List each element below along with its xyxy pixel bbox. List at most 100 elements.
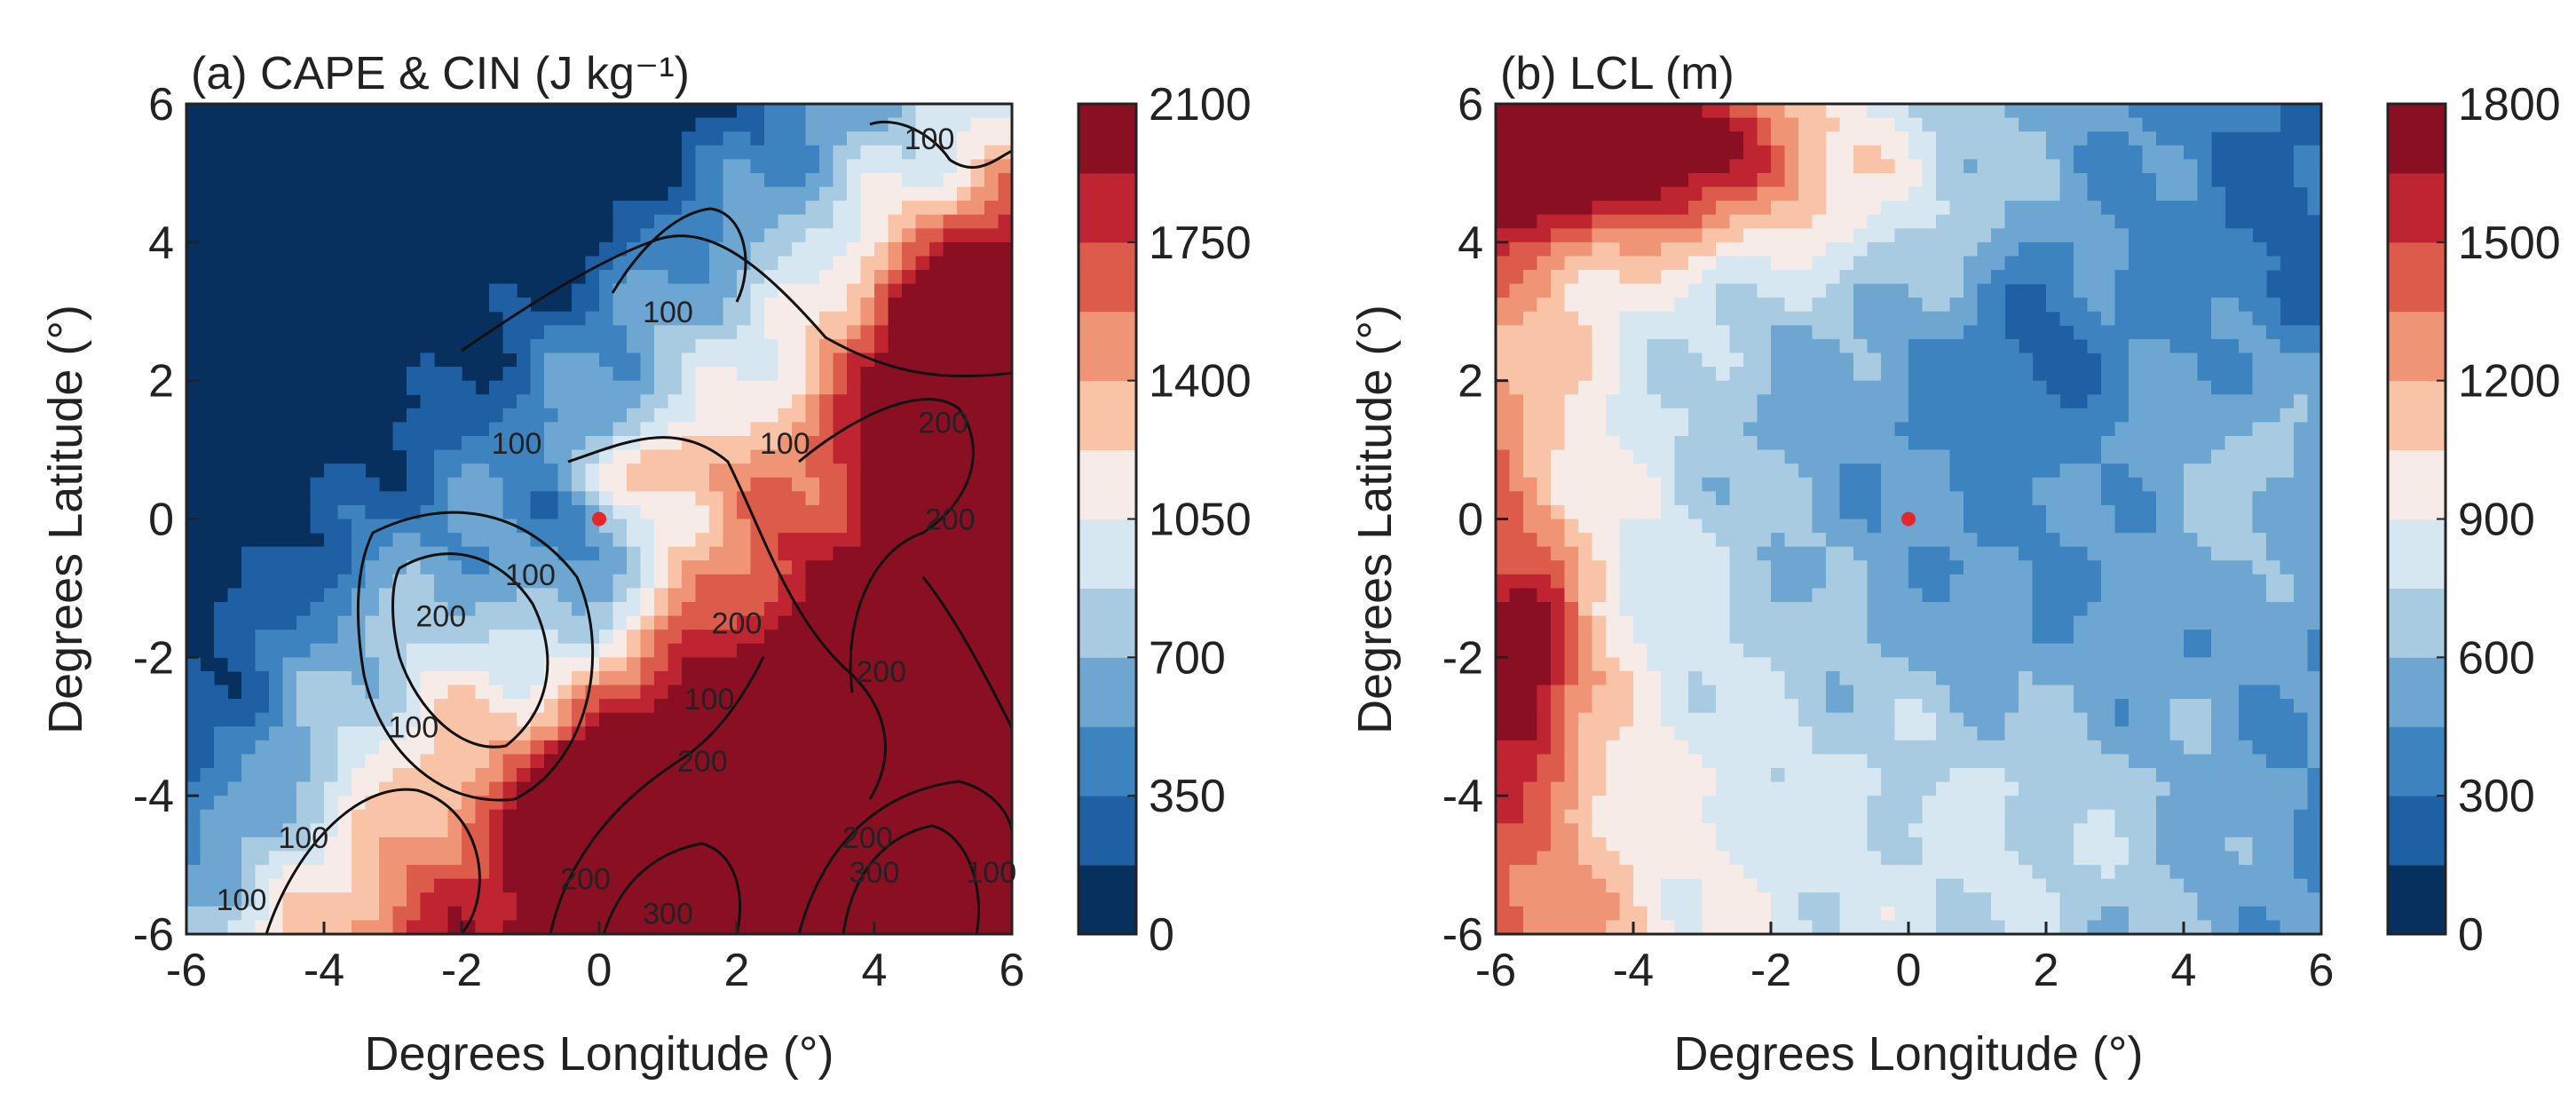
cape-cell	[778, 228, 793, 243]
cape-cell	[544, 823, 559, 838]
cape-cell	[310, 657, 325, 672]
cape-cell	[682, 159, 697, 174]
cape-cell	[970, 685, 985, 700]
lcl-cell	[1812, 643, 1827, 658]
lcl-cell	[1894, 685, 1909, 700]
panel-a-x-label: Degrees Longitude (°)	[365, 1027, 834, 1081]
cape-cell	[544, 809, 559, 824]
lcl-cell	[1853, 104, 1869, 119]
lcl-cell	[1908, 380, 1924, 395]
lcl-cell	[1798, 201, 1813, 216]
lcl-cell	[1564, 519, 1579, 534]
lcl-cell	[1537, 297, 1552, 313]
cape-cell	[186, 892, 201, 907]
lcl-cell	[1661, 491, 1676, 506]
lcl-cell	[1619, 670, 1634, 686]
lcl-cell	[1757, 878, 1772, 893]
lcl-cell	[1839, 186, 1854, 202]
cape-cell	[750, 796, 765, 811]
cape-cell	[860, 186, 875, 202]
cape-cell	[420, 588, 435, 603]
cape-cell	[227, 878, 242, 893]
cape-cell	[929, 602, 944, 617]
cape-cell	[970, 394, 985, 409]
colorbar-swatch	[1079, 380, 1136, 451]
cape-cell	[214, 699, 229, 714]
cape-cell	[723, 338, 738, 354]
lcl-cell	[1564, 670, 1579, 686]
lcl-cell	[1537, 172, 1552, 188]
cape-cell	[296, 643, 312, 658]
lcl-cell	[1743, 131, 1758, 147]
lcl-cell	[1757, 892, 1772, 907]
lcl-cell	[1688, 380, 1703, 395]
lcl-cell	[1839, 352, 1854, 368]
lcl-cell	[1716, 117, 1731, 132]
lcl-cell	[1881, 809, 1896, 824]
cape-cell	[337, 546, 352, 561]
lcl-cell	[1496, 892, 1511, 907]
cape-cell	[434, 394, 449, 409]
lcl-cell	[1688, 131, 1703, 147]
cape-cell	[544, 477, 559, 492]
lcl-cell	[1839, 865, 1854, 880]
cape-cell	[585, 311, 600, 326]
lcl-cell	[1812, 754, 1827, 769]
cape-cell	[805, 186, 820, 202]
lcl-cell	[1949, 422, 1964, 437]
cin-contour-label: 100	[643, 296, 693, 329]
cape-cell	[750, 214, 765, 229]
cape-cell	[984, 477, 1000, 492]
cape-cell	[255, 740, 270, 756]
cape-cell	[214, 892, 229, 907]
lcl-cell	[1633, 740, 1648, 756]
lcl-cell	[1798, 892, 1813, 907]
cape-cell	[750, 297, 765, 313]
lcl-cell	[1936, 615, 1951, 630]
cape-cell	[352, 670, 367, 686]
lcl-cell	[1606, 408, 1621, 424]
cape-cell	[764, 172, 779, 188]
cape-cell	[764, 242, 779, 257]
cape-cell	[709, 228, 724, 243]
lcl-cell	[1633, 256, 1648, 271]
lcl-cell	[1509, 823, 1524, 838]
lcl-cell	[1784, 311, 1799, 326]
cape-cell	[778, 546, 793, 561]
cape-cell	[365, 754, 380, 769]
cape-cell	[888, 781, 903, 796]
lcl-cell	[1881, 394, 1896, 409]
cape-cell	[723, 504, 738, 520]
cape-cell	[269, 836, 284, 852]
cape-cell	[998, 546, 1012, 561]
cape-cell	[860, 338, 875, 354]
cape-cell	[407, 630, 422, 645]
cape-cell	[874, 630, 889, 645]
lcl-cell	[1592, 338, 1607, 354]
lcl-cell	[1551, 670, 1566, 686]
lcl-cell	[1839, 906, 1854, 922]
lcl-cell	[1674, 685, 1689, 700]
cape-cell	[420, 630, 435, 645]
lcl-cell	[1564, 588, 1579, 603]
lcl-cell	[1881, 201, 1896, 216]
cape-cell	[379, 574, 394, 590]
lcl-cell	[1496, 712, 1511, 727]
cape-cell	[915, 768, 930, 783]
lcl-cell	[1908, 338, 1924, 354]
lcl-cell	[1674, 504, 1689, 520]
cape-cell	[627, 546, 642, 561]
lcl-cell	[1564, 851, 1579, 866]
cape-cell	[544, 865, 559, 880]
lcl-cell	[1592, 630, 1607, 645]
cape-cell	[668, 491, 683, 506]
lcl-cell	[1619, 519, 1634, 534]
lcl-cell	[1839, 546, 1854, 561]
lcl-cell	[1633, 449, 1648, 464]
lcl-cell	[1922, 325, 1937, 340]
lcl-cell	[1647, 865, 1662, 880]
cape-cell	[627, 283, 642, 298]
lcl-cell	[1757, 201, 1772, 216]
cape-cell	[764, 519, 779, 534]
cape-cell	[489, 504, 504, 520]
